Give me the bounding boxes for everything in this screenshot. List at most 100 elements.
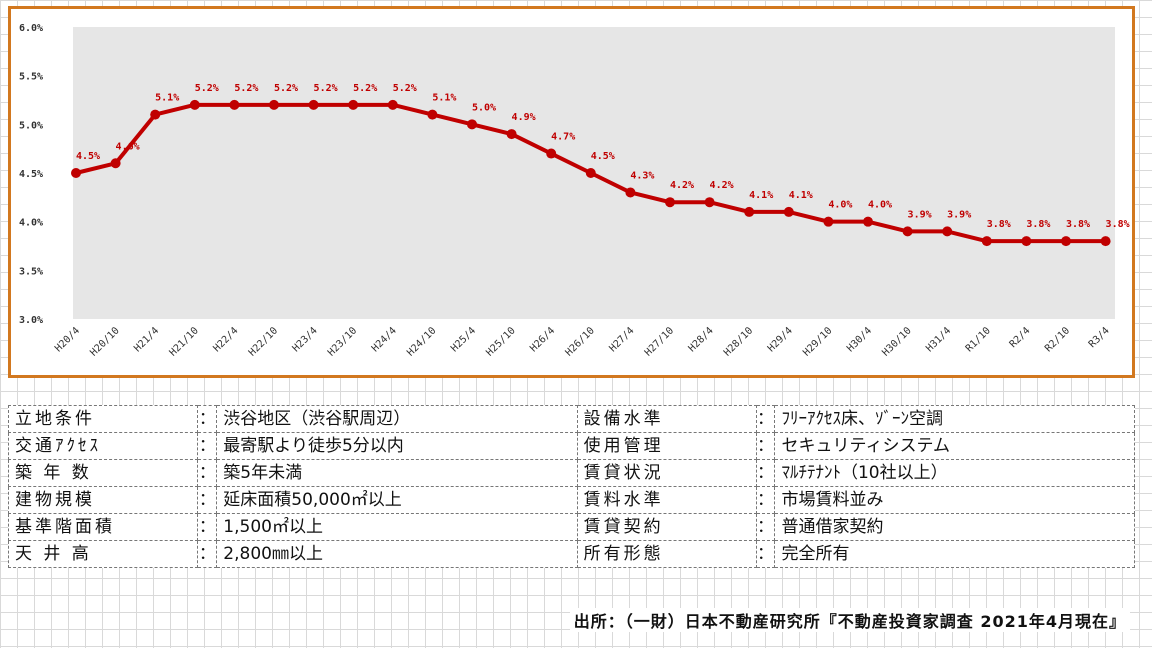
y-tick-label: 4.5%	[19, 169, 43, 180]
data-label: 5.2%	[274, 83, 298, 94]
data-label: 5.2%	[234, 83, 258, 94]
conditions-row: 立地条件：渋谷地区（渋谷駅周辺） 設備水準：ﾌﾘｰｱｸｾｽ床、ｿﾞｰﾝ空調	[7, 405, 1135, 433]
condition-label: 賃貸状況	[576, 459, 757, 487]
data-label: 3.9%	[947, 209, 971, 220]
condition-value: 渋谷地区（渋谷駅周辺）	[216, 405, 578, 433]
x-tick-label: R1/10	[964, 325, 993, 354]
x-tick-label: H20/10	[88, 325, 121, 358]
condition-value: セキュリティシステム	[774, 432, 1135, 460]
condition-value: 2,800㎜以上	[216, 540, 578, 568]
separator: ：	[755, 513, 776, 541]
data-point	[863, 216, 873, 227]
separator: ：	[197, 459, 218, 487]
data-label: 3.8%	[1026, 219, 1050, 230]
x-tick-label: R2/4	[1008, 325, 1033, 350]
data-label: 3.8%	[1066, 219, 1090, 230]
data-point	[308, 99, 319, 110]
data-point	[506, 129, 517, 140]
data-label: 3.8%	[987, 219, 1011, 230]
data-label: 5.2%	[314, 83, 338, 94]
data-point	[71, 168, 81, 178]
data-point	[150, 109, 161, 120]
data-point	[585, 168, 596, 178]
x-tick-label: H28/4	[687, 325, 716, 354]
data-label: 4.3%	[630, 170, 654, 181]
y-tick-label: 3.5%	[19, 266, 43, 277]
condition-value: 1,500㎡以上	[216, 513, 578, 541]
condition-label: 使用管理	[576, 432, 757, 460]
conditions-row: 天 井 高： 2,800㎜以上 所有形態：完全所有	[7, 540, 1135, 568]
condition-label: 設備水準	[576, 405, 757, 433]
x-tick-label: H29/4	[766, 325, 795, 354]
separator: ：	[197, 540, 218, 568]
data-point	[269, 99, 279, 110]
data-point	[942, 226, 953, 237]
x-tick-label: R2/10	[1043, 325, 1072, 354]
condition-label: 築 年 数	[7, 459, 199, 487]
condition-label: 天 井 高	[7, 540, 199, 568]
data-point	[348, 99, 359, 110]
data-point	[704, 197, 715, 208]
data-label: 4.9%	[512, 112, 536, 123]
data-point	[823, 216, 834, 227]
x-tick-label: H22/4	[211, 325, 240, 354]
data-point	[981, 236, 992, 247]
x-tick-label: H25/4	[449, 325, 478, 354]
y-tick-label: 5.5%	[19, 72, 43, 83]
data-label: 5.2%	[353, 83, 377, 94]
data-labels: 4.5% 4.6% 5.1% 5.2% 5.2% 5.2% 5.2% 5.2% 5.2% 5.1%…	[76, 83, 1130, 230]
data-point	[1100, 236, 1111, 247]
data-label: 3.9%	[908, 209, 932, 220]
conditions-row: 基準階面積： 1,500㎡以上 賃貸契約：普通借家契約	[7, 513, 1135, 541]
source-note: 出所：（一財）日本不動産研究所『不動産投資家調査 2021年4月現在』	[569, 608, 1130, 632]
x-tick-label: H27/4	[607, 325, 636, 354]
data-label: 5.1%	[432, 93, 456, 104]
data-point	[427, 109, 438, 120]
y-tick-label: 3.0%	[19, 315, 43, 326]
condition-value: 普通借家契約	[774, 513, 1135, 541]
data-point	[546, 148, 557, 159]
data-label: 3.8%	[1106, 219, 1130, 230]
data-point	[902, 226, 913, 237]
separator: ：	[197, 486, 218, 514]
data-label: 4.2%	[710, 180, 734, 191]
data-point	[229, 99, 240, 110]
data-label: 5.2%	[195, 83, 219, 94]
data-point	[744, 206, 755, 217]
data-label: 4.5%	[76, 151, 100, 162]
separator: ：	[755, 540, 776, 568]
data-label: 5.1%	[155, 93, 179, 104]
data-point	[665, 197, 675, 208]
data-label: 4.5%	[591, 151, 615, 162]
data-point	[467, 119, 477, 130]
chart-frame: 6.0% 5.5% 5.0% 4.5% 4.0% 3.5% 3.0% H20/4 H20/10…	[8, 6, 1135, 378]
conditions-row: 交通ｱｸｾｽ：最寄駅より徒歩5分以内 使用管理：セキュリティシステム	[7, 432, 1135, 460]
x-tick-label: H28/10	[722, 325, 755, 358]
x-tick-label: H22/10	[247, 325, 280, 358]
condition-label: 建物規模	[7, 486, 199, 514]
condition-label: 基準階面積	[7, 513, 199, 541]
condition-label: 所有形態	[576, 540, 757, 568]
data-label: 4.1%	[749, 190, 773, 201]
data-label: 4.7%	[551, 132, 575, 143]
data-point	[110, 158, 121, 169]
x-tick-label: H24/10	[405, 325, 438, 358]
condition-value: 築5年未満	[216, 459, 578, 487]
series-points	[71, 99, 1111, 247]
separator: ：	[197, 432, 218, 460]
separator: ：	[755, 486, 776, 514]
data-point	[1021, 236, 1032, 247]
separator: ：	[755, 432, 776, 460]
separator: ：	[755, 405, 776, 433]
conditions-row: 建物規模：延床面積50,000㎡以上 賃料水準：市場賃料並み	[7, 486, 1135, 514]
condition-value: ﾏﾙﾁﾃﾅﾝﾄ（10社以上）	[774, 459, 1135, 487]
data-point	[1061, 236, 1071, 247]
x-tick-label: H30/10	[880, 325, 913, 358]
data-point	[783, 206, 794, 217]
condition-value: 完全所有	[774, 540, 1135, 568]
data-label: 5.2%	[393, 83, 417, 94]
data-label: 4.0%	[868, 200, 892, 211]
x-tick-label: H29/10	[801, 325, 834, 358]
x-tick-label: H21/4	[132, 325, 161, 354]
condition-value: ﾌﾘｰｱｸｾｽ床、ｿﾞｰﾝ空調	[774, 405, 1135, 433]
